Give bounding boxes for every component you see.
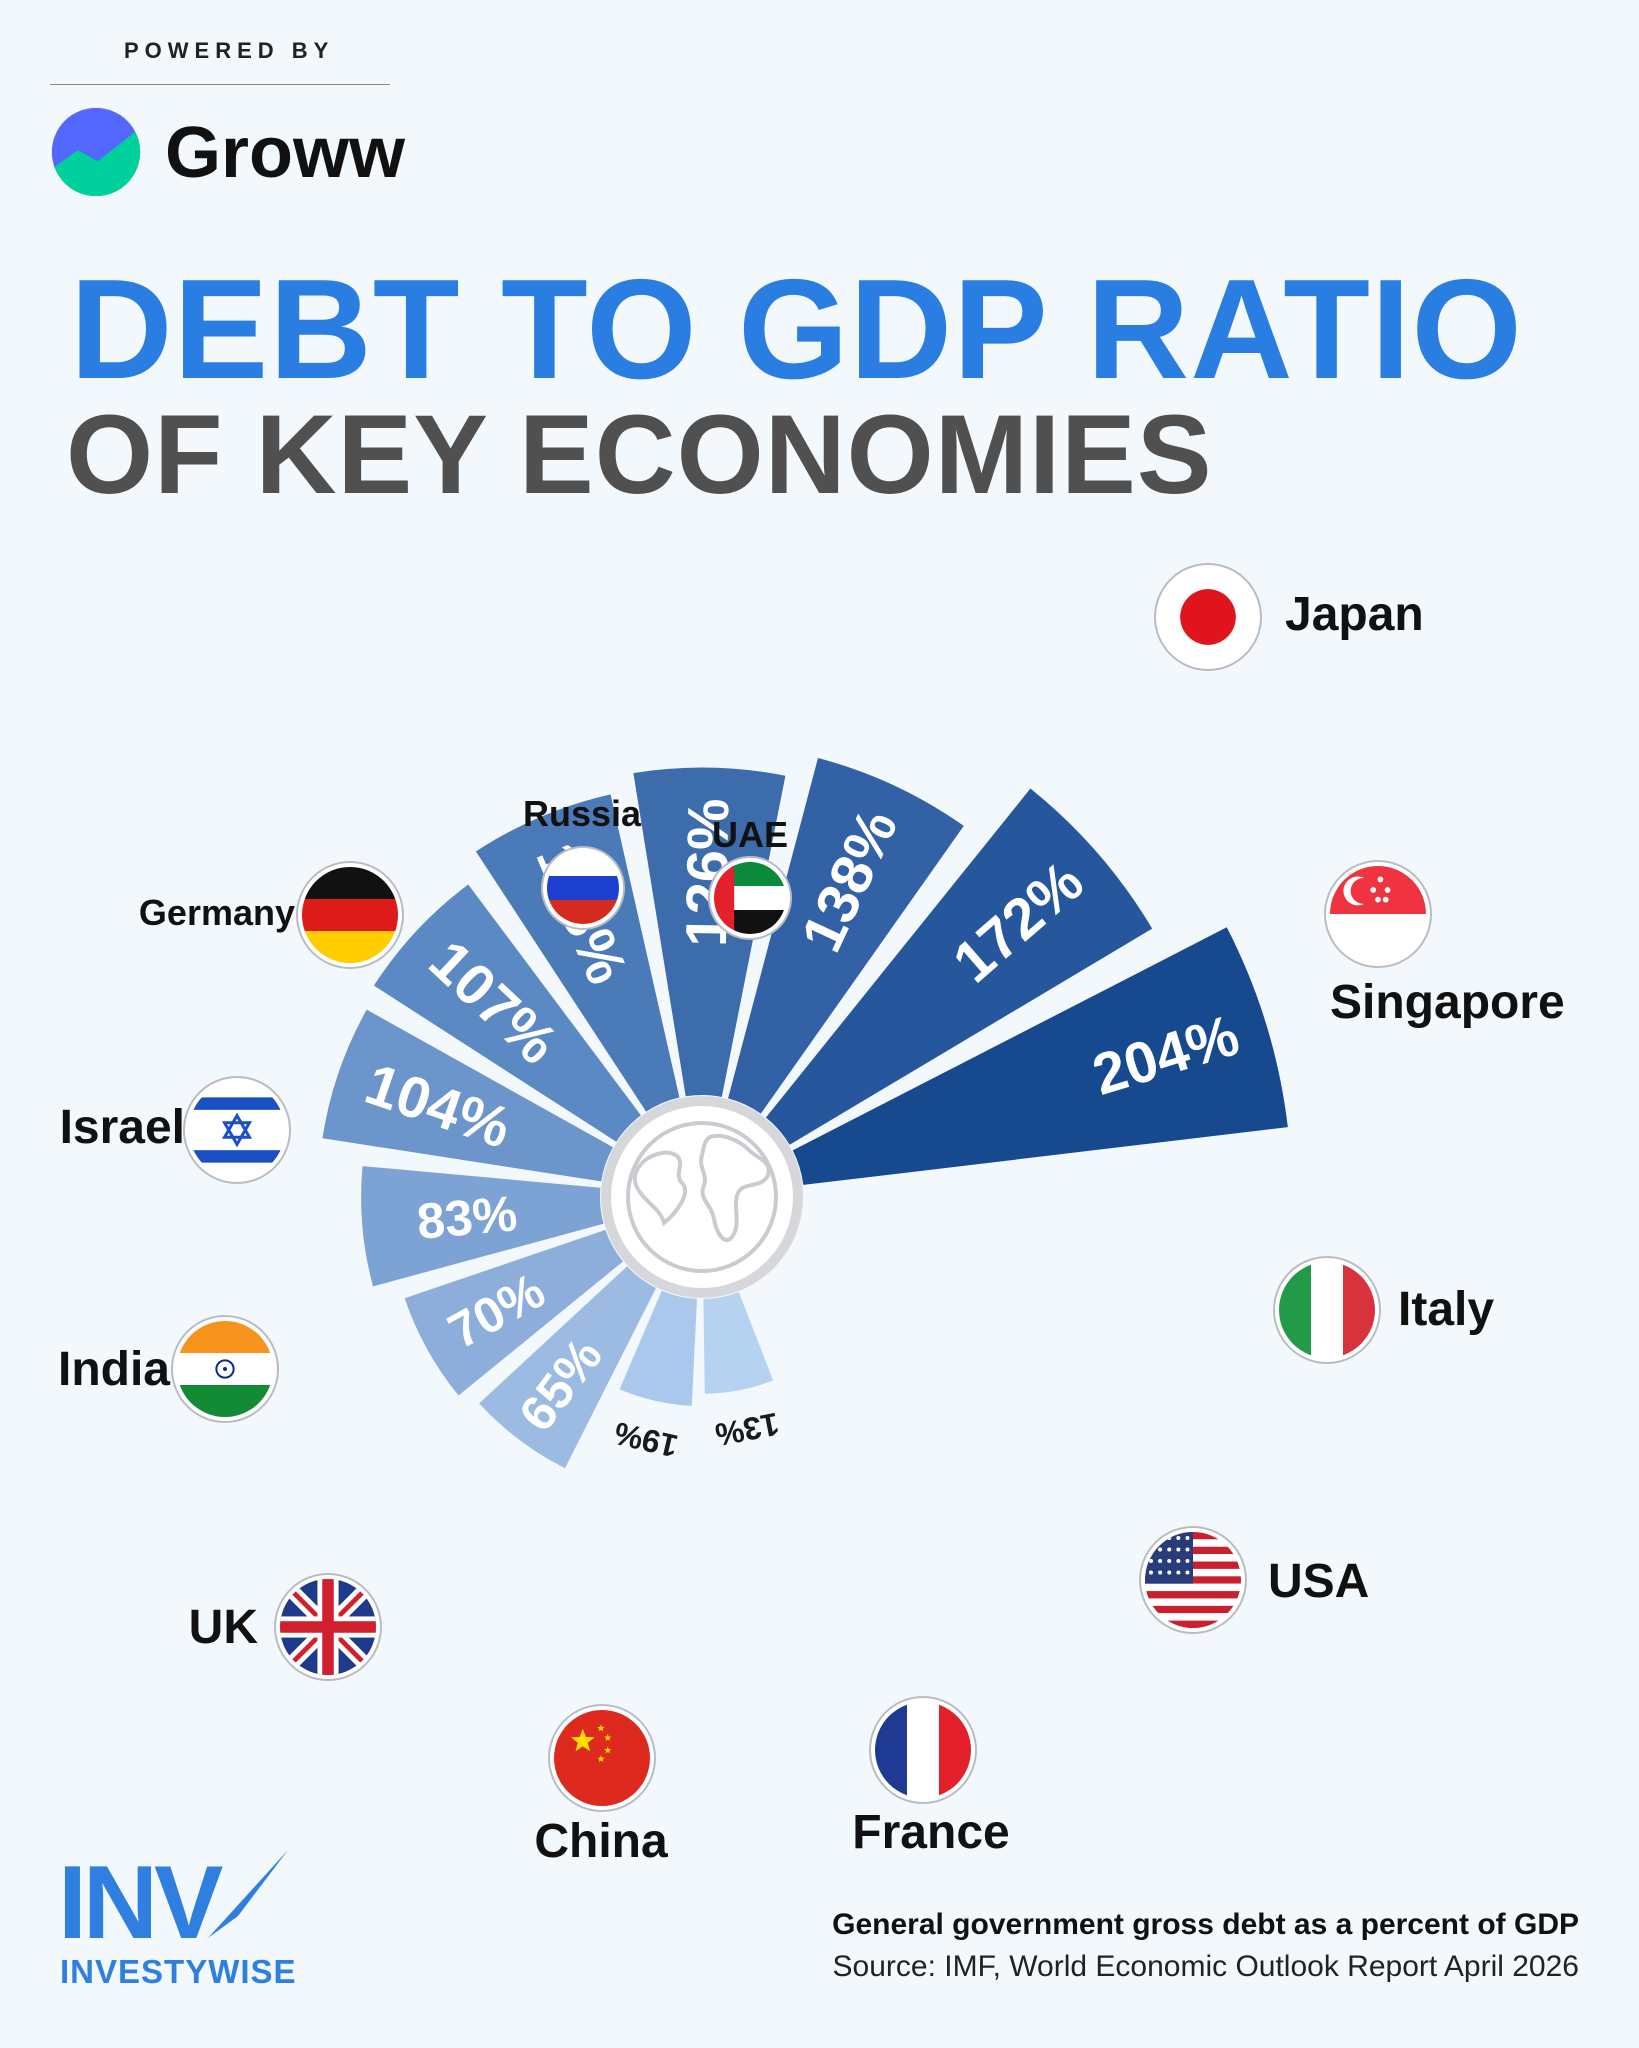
japan-flag-icon	[1154, 563, 1262, 671]
investywise-logo-icon: INV	[58, 1846, 288, 1946]
bar-uk	[322, 1009, 613, 1182]
bar-japan	[792, 927, 1288, 1185]
china-flag-icon	[548, 1704, 656, 1812]
country-label-russia: Russia	[523, 793, 642, 834]
globe-icon	[601, 1096, 803, 1298]
bar-france	[475, 794, 680, 1112]
value-label-india: 83%	[415, 1185, 520, 1250]
groww-logo-icon	[51, 107, 141, 197]
country-label-germany: Germany	[139, 892, 295, 933]
groww-brand-name: Groww	[165, 113, 406, 193]
bar-singapore	[765, 788, 1153, 1145]
investywise-name: INVESTYWISE	[60, 1953, 297, 1990]
uae-flag-icon	[708, 856, 792, 940]
country-label-israel: Israel	[60, 1101, 185, 1154]
country-label-usa: USA	[1268, 1555, 1369, 1608]
bar-russia	[619, 1290, 698, 1406]
bar-germany	[479, 1266, 657, 1469]
bar-italy	[728, 757, 964, 1114]
israel-flag-icon	[183, 1076, 291, 1184]
powered-by-label: POWERED BY	[124, 38, 335, 63]
title-line-1: DEBT TO GDP RATIO	[70, 250, 1523, 409]
value-label-uae: 13%	[712, 1406, 782, 1454]
france-flag-icon	[869, 1696, 977, 1804]
uk-flag-icon	[274, 1573, 382, 1681]
country-label-uk: UK	[189, 1601, 259, 1654]
usa-flag-icon	[1139, 1526, 1247, 1634]
country-label-china: China	[534, 1815, 668, 1868]
country-label-italy: Italy	[1398, 1283, 1494, 1336]
country-label-uae: UAE	[712, 814, 788, 855]
country-label-singapore: Singapore	[1330, 976, 1565, 1029]
bar-uae	[703, 1292, 774, 1394]
investywise-logo-mark: INV	[58, 1846, 223, 1946]
country-label-india: India	[58, 1343, 170, 1396]
country-label-france: France	[852, 1806, 1009, 1859]
country-label-japan: Japan	[1285, 588, 1424, 641]
russia-flag-icon	[541, 846, 625, 930]
bar-israel	[404, 1229, 623, 1396]
singapore-flag-icon	[1324, 860, 1432, 968]
source-citation: Source: IMF, World Economic Outlook Repo…	[832, 1950, 1579, 1983]
india-flag-icon	[171, 1315, 279, 1423]
value-label-russia: 19%	[611, 1415, 682, 1464]
bar-china	[373, 884, 641, 1142]
bar-india	[361, 1166, 604, 1287]
title-line-2: OF KEY ECONOMIES	[66, 392, 1213, 517]
chart-note: General government gross debt as a perce…	[832, 1908, 1579, 1941]
bar-usa	[633, 767, 786, 1097]
germany-flag-icon	[296, 861, 404, 969]
powered-by-divider	[50, 84, 390, 85]
italy-flag-icon	[1273, 1256, 1381, 1364]
